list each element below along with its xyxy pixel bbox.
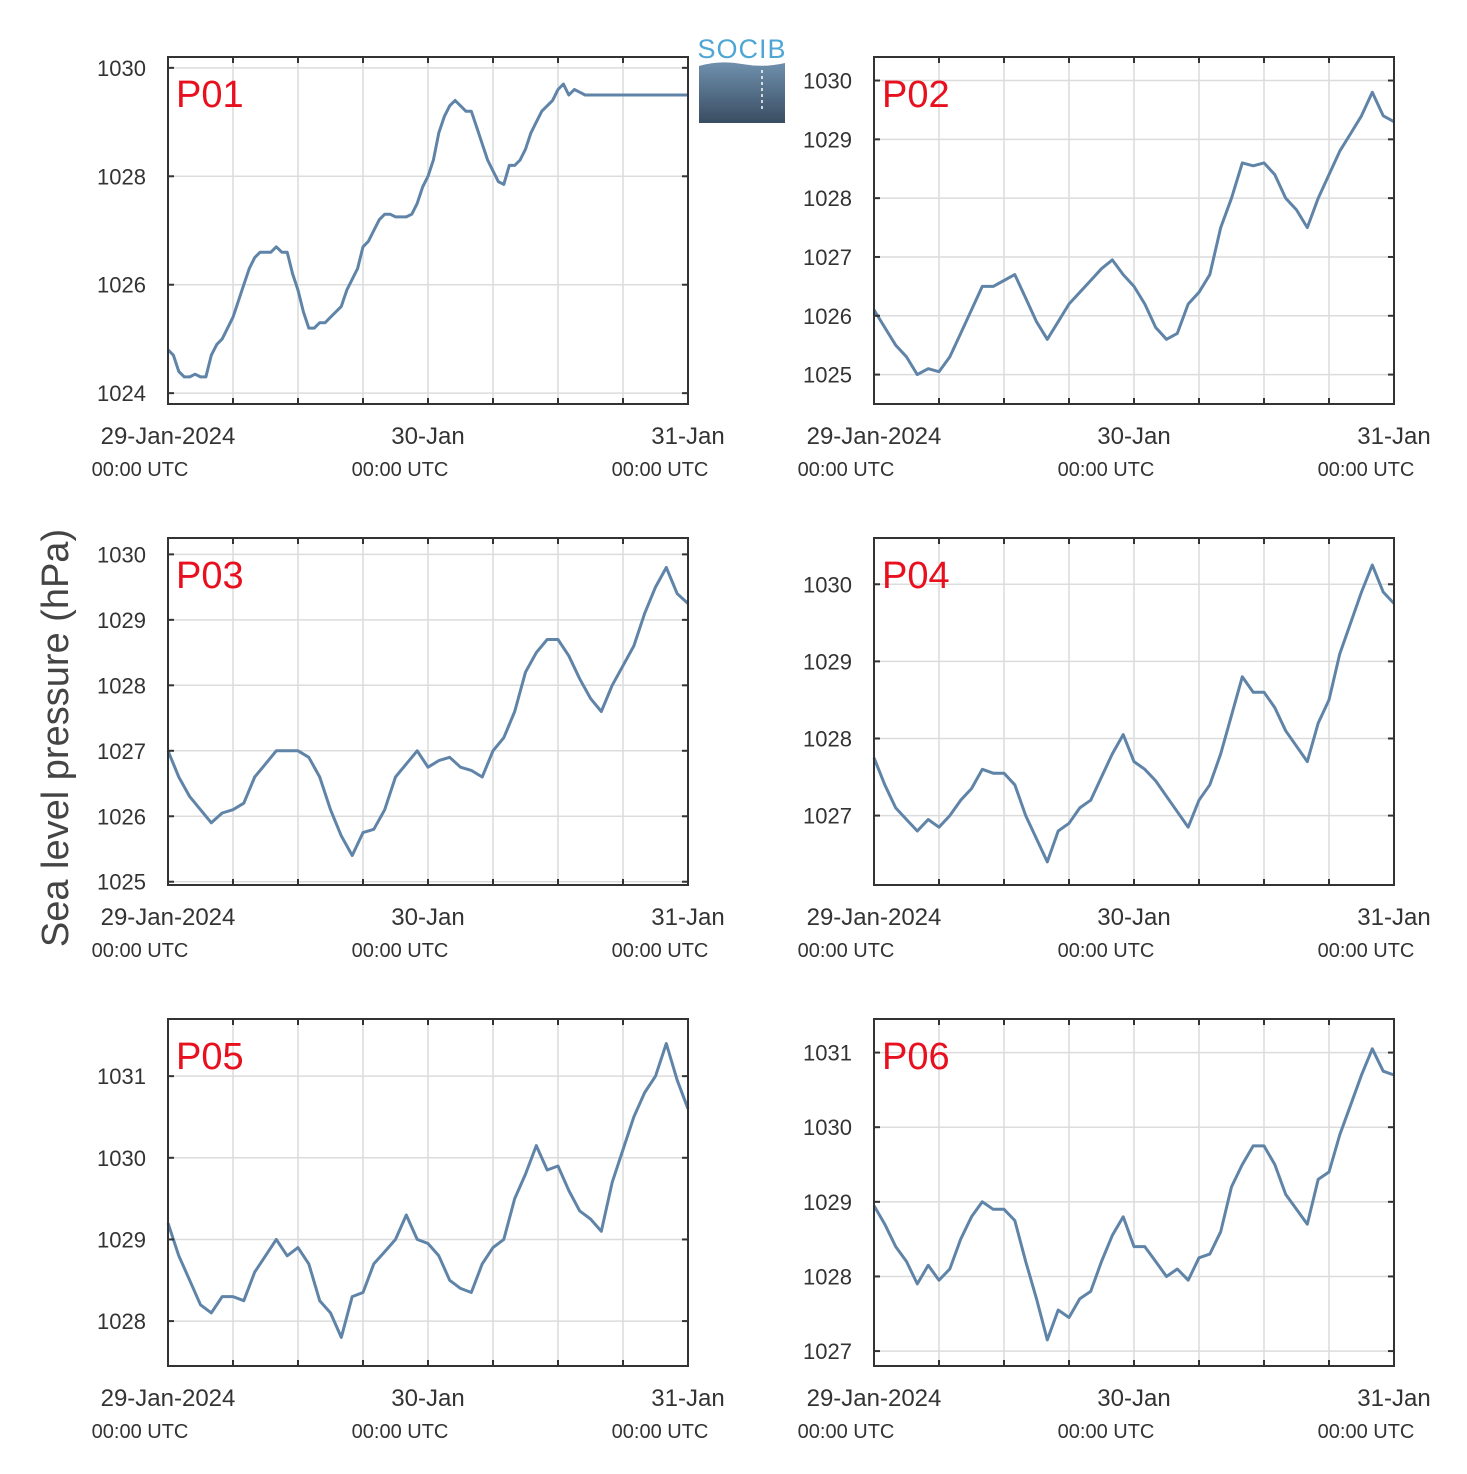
y-tick-label: 1029 (97, 608, 146, 633)
y-tick-label: 1029 (803, 649, 852, 674)
x-tick-date-label: 29-Jan-2024 (807, 1385, 942, 1412)
x-tick-time-label: 00:00 UTC (1318, 459, 1415, 481)
x-tick-date-label: 30-Jan (391, 904, 464, 931)
x-tick-time-label: 00:00 UTC (798, 940, 895, 962)
panel-label: P01 (176, 74, 244, 116)
y-tick-label: 1027 (97, 739, 146, 764)
x-tick-date-label: 29-Jan-2024 (807, 423, 942, 450)
y-tick-label: 1028 (803, 1264, 852, 1289)
logo-wave-icon (699, 62, 785, 123)
x-tick-time-label: 00:00 UTC (612, 459, 709, 481)
pressure-series-line (166, 566, 690, 857)
y-tick-label: 1030 (803, 69, 852, 94)
y-tick-label: 1029 (97, 1227, 146, 1252)
x-tick-time-label: 00:00 UTC (352, 459, 449, 481)
y-tick-label: 1031 (97, 1064, 146, 1089)
x-tick-time-label: 00:00 UTC (612, 1421, 709, 1443)
panels: 1024 1026 1028 1030 29-Jan-2024 00:00 UTC 30-J… (92, 56, 1431, 1443)
x-tick-time-label: 00:00 UTC (612, 940, 709, 962)
y-tick-label: 1025 (803, 363, 852, 388)
panel-label: P05 (176, 1036, 244, 1078)
panel-p01: 1024 1026 1028 1030 29-Jan-2024 00:00 UTC 30-J… (92, 56, 725, 481)
pressure-series-line (872, 90, 1395, 377)
y-tick-label: 1024 (97, 381, 146, 406)
y-tick-label: 1025 (97, 870, 146, 895)
x-tick-date-label: 30-Jan (391, 1385, 464, 1412)
y-tick-label: 1028 (97, 673, 146, 698)
x-tick-time-label: 00:00 UTC (92, 1421, 189, 1443)
x-tick-date-label: 31-Jan (651, 423, 724, 450)
x-tick-time-label: 00:00 UTC (92, 459, 189, 481)
y-tick-label: 1029 (803, 127, 852, 152)
y-tick-label: 1031 (803, 1041, 852, 1066)
x-tick-date-label: 29-Jan-2024 (101, 1385, 236, 1412)
pressure-series-line (166, 1042, 690, 1339)
y-tick-label: 1030 (803, 572, 852, 597)
y-tick-label: 1026 (97, 804, 146, 829)
x-tick-date-label: 31-Jan (651, 1385, 724, 1412)
x-tick-time-label: 00:00 UTC (352, 1421, 449, 1443)
panel-p02: 1025 1026 1027 1028 1029 1030 29-Jan-2024 00:00… (798, 56, 1431, 481)
y-tick-label: 1028 (803, 726, 852, 751)
x-tick-date-label: 31-Jan (1357, 423, 1430, 450)
y-tick-label: 1027 (803, 1339, 852, 1364)
y-axis-label: Sea level pressure (hPa) (35, 529, 77, 947)
x-tick-date-label: 30-Jan (1097, 1385, 1170, 1412)
x-tick-time-label: 00:00 UTC (1058, 1421, 1155, 1443)
x-tick-time-label: 00:00 UTC (798, 459, 895, 481)
pressure-series-line (872, 1047, 1395, 1342)
panel-label: P02 (882, 74, 950, 116)
x-tick-date-label: 30-Jan (391, 423, 464, 450)
x-tick-time-label: 00:00 UTC (1058, 459, 1155, 481)
panel-p04: 1027 1028 1029 1030 29-Jan-2024 00:00 UTC 30-J… (798, 537, 1431, 962)
y-tick-label: 1026 (803, 304, 852, 329)
panel-p06: 1027 1028 1029 1030 1031 29-Jan-2024 00:00 UTC… (798, 1018, 1431, 1443)
y-tick-label: 1028 (803, 186, 852, 211)
x-tick-time-label: 00:00 UTC (1058, 940, 1155, 962)
pressure-series-line (872, 563, 1396, 864)
panel-p03: 1025 1026 1027 1028 1029 1030 29-Jan-2024 00:00… (92, 537, 725, 962)
socib-logo: SOCIB (697, 34, 786, 123)
x-tick-time-label: 00:00 UTC (352, 940, 449, 962)
y-tick-label: 1030 (97, 542, 146, 567)
panel-label: P06 (882, 1036, 950, 1078)
logo-text: SOCIB (697, 34, 786, 64)
x-tick-date-label: 29-Jan-2024 (807, 904, 942, 931)
y-tick-label: 1027 (803, 245, 852, 270)
x-tick-date-label: 30-Jan (1097, 904, 1170, 931)
x-tick-date-label: 29-Jan-2024 (101, 423, 236, 450)
panel-label: P03 (176, 555, 244, 597)
x-tick-time-label: 00:00 UTC (1318, 940, 1415, 962)
y-tick-label: 1030 (803, 1115, 852, 1140)
x-tick-time-label: 00:00 UTC (798, 1421, 895, 1443)
y-tick-label: 1027 (803, 804, 852, 829)
panel-label: P04 (882, 555, 950, 597)
x-tick-date-label: 29-Jan-2024 (101, 904, 236, 931)
x-tick-date-label: 31-Jan (1357, 904, 1430, 931)
y-tick-label: 1030 (97, 56, 146, 81)
y-tick-label: 1028 (97, 164, 146, 189)
x-tick-date-label: 31-Jan (1357, 1385, 1430, 1412)
panel-p05: 1028 1029 1030 1031 29-Jan-2024 00:00 UTC 30-J… (92, 1018, 725, 1443)
y-tick-label: 1026 (97, 273, 146, 298)
x-tick-time-label: 00:00 UTC (1318, 1421, 1415, 1443)
x-tick-time-label: 00:00 UTC (92, 940, 189, 962)
x-tick-date-label: 30-Jan (1097, 423, 1170, 450)
y-tick-label: 1030 (97, 1146, 146, 1171)
pressure-series-line (166, 82, 688, 379)
y-tick-label: 1029 (803, 1190, 852, 1215)
x-tick-date-label: 31-Jan (651, 904, 724, 931)
y-tick-label: 1028 (97, 1309, 146, 1334)
